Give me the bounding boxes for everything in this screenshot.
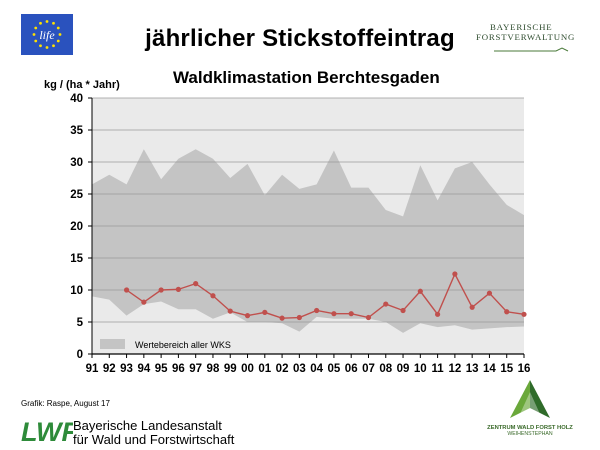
axis-layer	[88, 97, 525, 358]
org-name-line2: FORSTVERWALTUNG	[476, 32, 576, 42]
lwf-logo: LWF Bayerische Landesanstalt für Wald un…	[21, 416, 281, 448]
x-tick-label: 12	[448, 363, 461, 375]
y-tick-label: 35	[70, 125, 83, 137]
x-tick-label: 02	[276, 363, 289, 375]
eu-star-icon	[52, 44, 55, 48]
lwf-name-line1: Bayerische Landesanstalt	[73, 418, 222, 433]
eu-life-logo: life	[21, 14, 73, 55]
x-tick-label: 91	[86, 363, 99, 375]
data-point	[296, 314, 302, 321]
data-point	[158, 287, 164, 293]
eu-star-icon	[58, 33, 62, 36]
lwf-name-line2: für Wald und Forstwirtschaft	[73, 432, 235, 447]
x-tick-label: 11	[432, 363, 445, 375]
org-name-line1: BAYERISCHE	[490, 22, 553, 32]
data-point	[331, 311, 337, 317]
x-tick-label: 10	[414, 363, 427, 375]
eu-star-icon	[45, 20, 49, 23]
eu-star-icon	[34, 26, 38, 30]
source-note: Grafik: Raspe, August 17	[21, 399, 110, 408]
legend-swatch	[100, 339, 125, 349]
chart-title: Waldklimastation Berchtesgaden	[173, 68, 440, 87]
eu-star-icon	[45, 46, 49, 49]
data-point	[141, 299, 147, 305]
y-tick-label: 10	[70, 285, 83, 297]
x-tick-label: 15	[500, 363, 513, 375]
eu-star-icon	[34, 39, 38, 43]
x-tick-label: 07	[362, 363, 375, 375]
series-line-layer	[123, 271, 527, 321]
x-tick-label: 96	[172, 363, 185, 375]
x-tick-label: 04	[310, 363, 323, 375]
eu-star-icon	[39, 44, 42, 48]
eu-star-icon	[32, 33, 36, 36]
x-tick-label: 95	[155, 363, 168, 375]
bayerische-forstverwaltung-logo: BAYERISCHE FORSTVERWALTUNG	[476, 22, 586, 52]
data-point	[504, 309, 510, 315]
eu-life-logo-text: life	[39, 28, 55, 42]
x-tick-label: 13	[466, 363, 479, 375]
y-axis-label: kg / (ha * Jahr)	[44, 79, 120, 91]
data-point	[486, 290, 493, 296]
legend-label: Wertebereich aller WKS	[135, 340, 231, 350]
data-point	[383, 301, 389, 307]
x-tick-label: 00	[241, 363, 254, 375]
zentrum-wald-forst-holz-logo: ZENTRUM WALD FORST HOLZ WEIHENSTEPHAN	[480, 378, 580, 442]
x-tick-label: 03	[293, 363, 306, 375]
y-tick-label: 30	[70, 157, 83, 169]
zentrum-location: WEIHENSTEPHAN	[507, 431, 553, 437]
x-tick-label: 94	[137, 363, 150, 375]
x-tick-label: 92	[103, 363, 116, 375]
data-point	[175, 286, 181, 292]
forest-line-icon	[494, 47, 569, 52]
x-tick-label: 99	[224, 363, 237, 375]
y-tick-label: 5	[77, 317, 84, 329]
data-point	[314, 307, 320, 314]
x-tick-label: 16	[518, 363, 531, 375]
data-point	[521, 311, 527, 317]
lwf-logo-mark: LWF	[21, 417, 73, 447]
data-point	[193, 281, 199, 287]
y-tick-label: 40	[70, 93, 83, 105]
lwf-abbreviation: LWF	[21, 417, 73, 447]
y-tick-label: 0	[77, 349, 83, 361]
x-tick-label: 98	[207, 363, 220, 375]
x-tick-label: 09	[397, 363, 410, 375]
eu-star-icon	[56, 26, 60, 30]
zentrum-name: ZENTRUM WALD FORST HOLZ	[487, 425, 573, 431]
x-tick-label: 06	[345, 363, 358, 375]
y-tick-label: 25	[70, 189, 83, 201]
data-point	[348, 311, 354, 317]
data-point	[227, 308, 233, 314]
data-point	[417, 288, 423, 294]
data-point	[210, 293, 216, 299]
eu-star-icon	[56, 39, 60, 43]
x-tick-label: 97	[189, 363, 202, 375]
x-tick-label: 01	[258, 363, 271, 375]
y-tick-label: 15	[70, 253, 83, 265]
y-tick-label: 20	[70, 221, 83, 233]
data-point	[123, 287, 130, 293]
data-point	[279, 315, 285, 321]
grid-layer	[92, 97, 524, 323]
eu-star-icon	[52, 21, 55, 25]
data-point	[262, 309, 268, 315]
eu-star-icon	[39, 21, 42, 25]
data-point	[244, 313, 251, 319]
data-point	[469, 304, 475, 310]
data-point	[452, 271, 458, 277]
x-tick-label: 93	[120, 363, 133, 375]
page-title: jährlicher Stickstoffeintrag	[145, 25, 455, 52]
series-line	[126, 272, 525, 319]
data-point	[400, 307, 406, 314]
x-tick-label: 14	[483, 363, 496, 375]
x-tick-label: 05	[328, 363, 341, 375]
data-point	[435, 311, 441, 317]
data-point	[365, 314, 372, 321]
tree-icon	[510, 380, 550, 418]
legend: Wertebereich aller WKS	[100, 339, 231, 350]
x-tick-label: 08	[379, 363, 392, 375]
